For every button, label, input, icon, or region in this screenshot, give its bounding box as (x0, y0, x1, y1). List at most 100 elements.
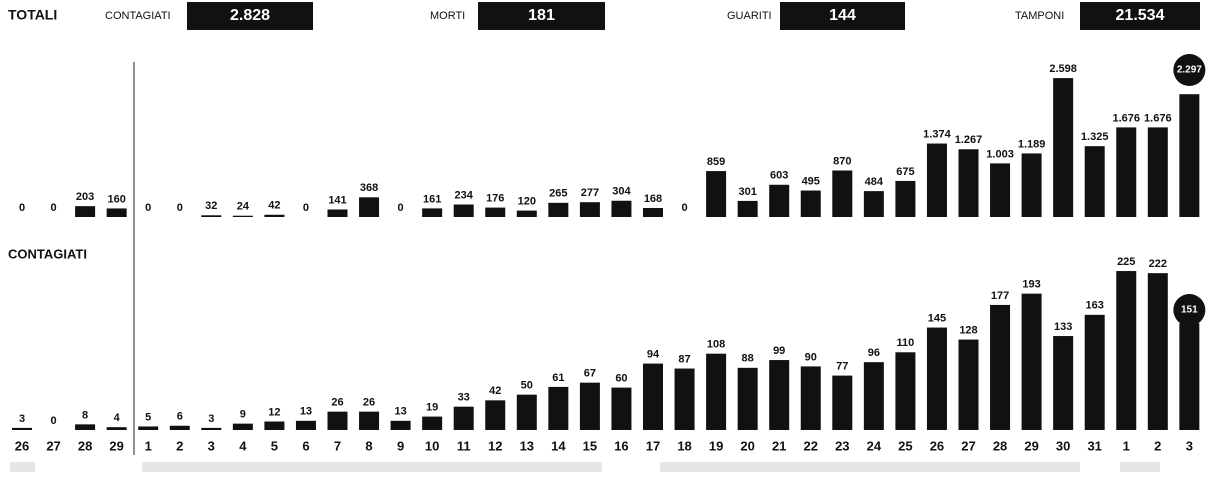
value-label: 26 (363, 397, 375, 409)
bar (516, 394, 537, 430)
value-label: 151 (1181, 305, 1198, 316)
bar (737, 200, 758, 217)
value-label: 110 (897, 337, 915, 349)
value-label: 222 (1149, 258, 1167, 270)
value-label: 2.598 (1049, 63, 1077, 75)
value-label: 87 (678, 353, 690, 365)
value-label: 42 (489, 385, 501, 397)
value-label: 0 (681, 202, 687, 214)
x-tick-label: 8 (365, 438, 372, 453)
x-tick-label: 20 (740, 438, 754, 453)
x-tick-label: 3 (1186, 438, 1193, 453)
bar (706, 353, 727, 430)
bar (990, 304, 1011, 430)
value-label: 88 (742, 353, 754, 365)
x-tick-label: 27 (961, 438, 975, 453)
bar (706, 171, 727, 217)
strip (10, 462, 35, 472)
bar (1147, 127, 1168, 217)
value-label: 13 (300, 406, 312, 418)
value-label: 133 (1054, 321, 1072, 333)
header-value: 21.534 (1116, 7, 1165, 24)
bar (579, 202, 600, 217)
value-label: 203 (76, 191, 94, 203)
value-label: 5 (145, 411, 151, 423)
bar (12, 427, 32, 430)
x-tick-label: 1 (145, 438, 152, 453)
value-label: 0 (177, 202, 183, 214)
value-label: 3 (208, 413, 214, 425)
bar (611, 387, 632, 430)
bar (138, 426, 159, 430)
bar (579, 382, 600, 430)
bar (422, 416, 443, 430)
x-tick-label: 1 (1123, 438, 1130, 453)
value-label: 1.189 (1018, 138, 1046, 150)
x-tick-label: 26 (930, 438, 944, 453)
value-label: 1.374 (923, 128, 951, 140)
value-label: 77 (836, 361, 848, 373)
bar (674, 368, 695, 430)
bar (1147, 273, 1168, 430)
chart-title: CONTAGIATI (8, 246, 87, 261)
bar (1053, 78, 1074, 217)
x-tick-label: 27 (46, 438, 60, 453)
value-label: 177 (991, 290, 1009, 302)
value-label: 128 (959, 324, 977, 336)
bar (106, 208, 127, 217)
x-tick-label: 12 (488, 438, 502, 453)
value-label: 19 (426, 401, 438, 413)
x-tick-label: 11 (457, 438, 471, 453)
value-label: 161 (423, 193, 441, 205)
x-tick-label: 9 (397, 438, 404, 453)
value-label: 870 (833, 155, 851, 167)
bar (1179, 323, 1200, 430)
value-label: 2.297 (1177, 65, 1202, 76)
x-tick-label: 16 (614, 438, 628, 453)
header-label: GUARITI (727, 10, 772, 22)
value-label: 99 (773, 345, 785, 357)
x-tick-label: 17 (646, 438, 660, 453)
value-label: 8 (82, 409, 88, 421)
value-label: 24 (237, 201, 250, 213)
bar (453, 406, 474, 430)
x-tick-label: 14 (551, 438, 566, 453)
bar (327, 209, 348, 217)
value-label: 42 (268, 200, 280, 212)
header-label: TAMPONI (1015, 10, 1064, 22)
value-label: 163 (1086, 300, 1104, 312)
bar (359, 197, 380, 217)
value-label: 675 (896, 166, 914, 178)
bar (169, 425, 190, 430)
x-tick-label: 26 (15, 438, 29, 453)
value-label: 9 (240, 409, 246, 421)
value-label: 193 (1022, 279, 1040, 291)
strip (142, 462, 602, 472)
bar (485, 207, 506, 217)
value-label: 4 (114, 412, 121, 424)
value-label: 1.003 (986, 148, 1014, 160)
value-label: 0 (50, 202, 56, 214)
value-label: 6 (177, 411, 183, 423)
x-tick-label: 30 (1056, 438, 1070, 453)
bar (1116, 271, 1137, 430)
header-value: 2.828 (230, 7, 270, 24)
bar (611, 200, 632, 217)
value-label: 603 (770, 170, 788, 182)
x-tick-label: 19 (709, 438, 723, 453)
bar (990, 163, 1011, 217)
header-title: TOTALI (8, 7, 57, 23)
bar (359, 411, 380, 430)
value-label: 234 (455, 189, 474, 201)
bar (232, 423, 253, 430)
value-label: 32 (205, 200, 217, 212)
x-tick-label: 6 (302, 438, 309, 453)
value-label: 368 (360, 182, 378, 194)
value-label: 120 (518, 195, 536, 207)
x-tick-label: 10 (425, 438, 439, 453)
header-label: CONTAGIATI (105, 10, 171, 22)
bar (1084, 146, 1105, 217)
x-tick-label: 5 (271, 438, 278, 453)
value-label: 90 (805, 351, 817, 363)
x-tick-label: 18 (677, 438, 691, 453)
